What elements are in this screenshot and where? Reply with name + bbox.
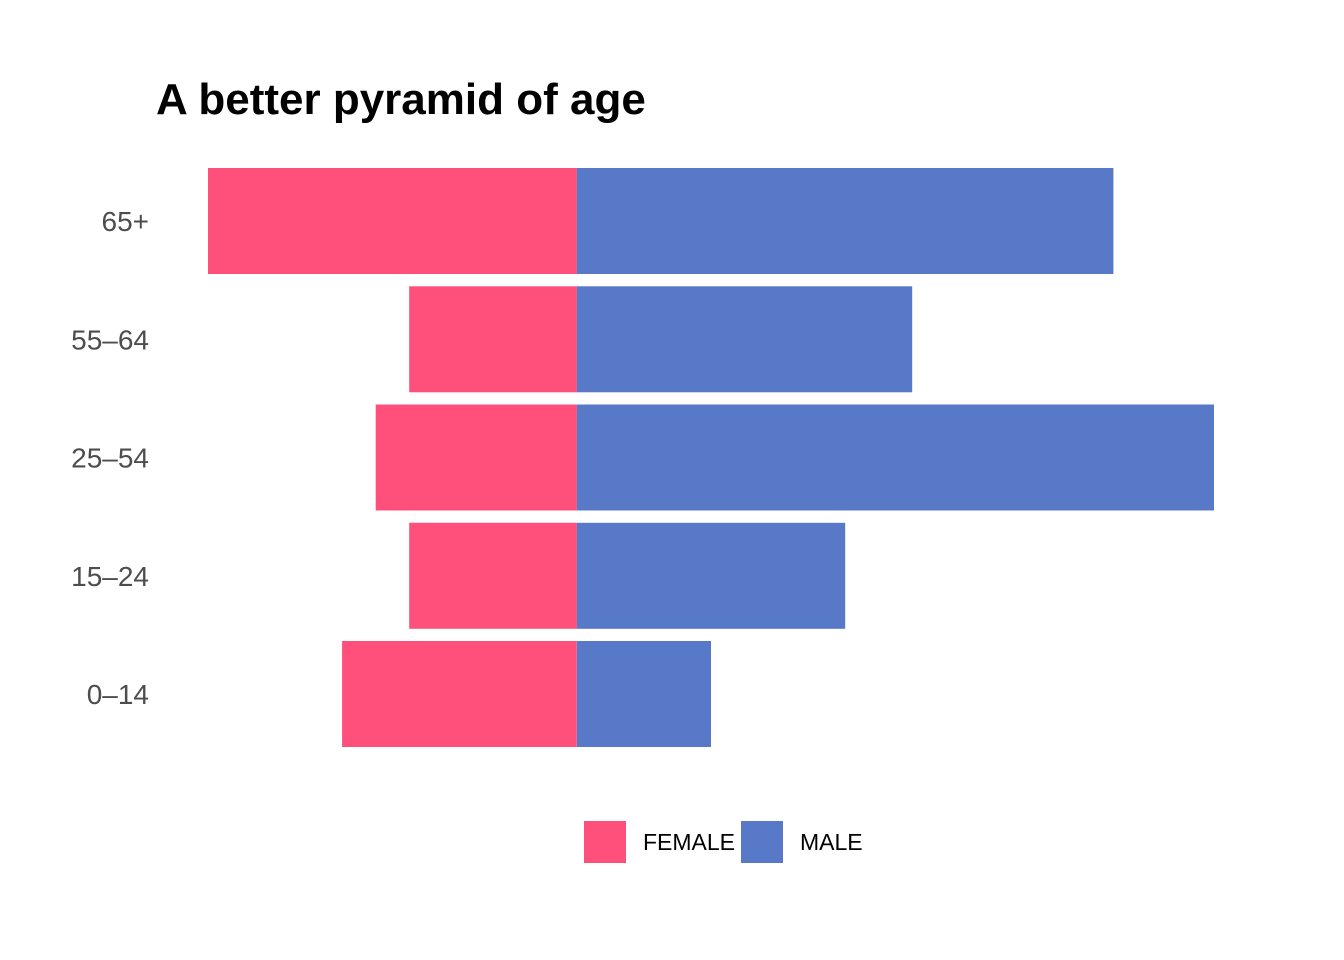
y-tick-label: 15–24 — [71, 561, 149, 592]
bar-male-55-64 — [576, 286, 913, 393]
bars-group — [208, 168, 1214, 747]
chart-title: A better pyramid of age — [156, 75, 646, 124]
y-axis-tick-labels: 65+ 55–64 25–54 15–24 0–14 — [71, 206, 149, 710]
bar-female-65 — [208, 168, 577, 274]
bar-male-25-54 — [576, 404, 1214, 511]
y-tick-label: 65+ — [102, 206, 150, 237]
bar-male-15-24 — [576, 522, 846, 629]
bar-female-25-54 — [375, 404, 577, 511]
legend-key-female — [584, 821, 626, 863]
bar-male-0-14 — [576, 641, 711, 747]
legend: FEMALE MALE — [584, 821, 863, 863]
bar-female-0-14 — [342, 641, 577, 747]
legend-label-male: MALE — [800, 829, 863, 855]
bar-male-65 — [576, 168, 1114, 274]
y-tick-label: 25–54 — [71, 443, 149, 474]
bar-female-15-24 — [409, 522, 577, 629]
y-tick-label: 55–64 — [71, 324, 149, 355]
legend-label-female: FEMALE — [643, 829, 735, 855]
legend-key-male — [741, 821, 783, 863]
y-tick-label: 0–14 — [87, 679, 149, 710]
bar-female-55-64 — [409, 286, 577, 393]
